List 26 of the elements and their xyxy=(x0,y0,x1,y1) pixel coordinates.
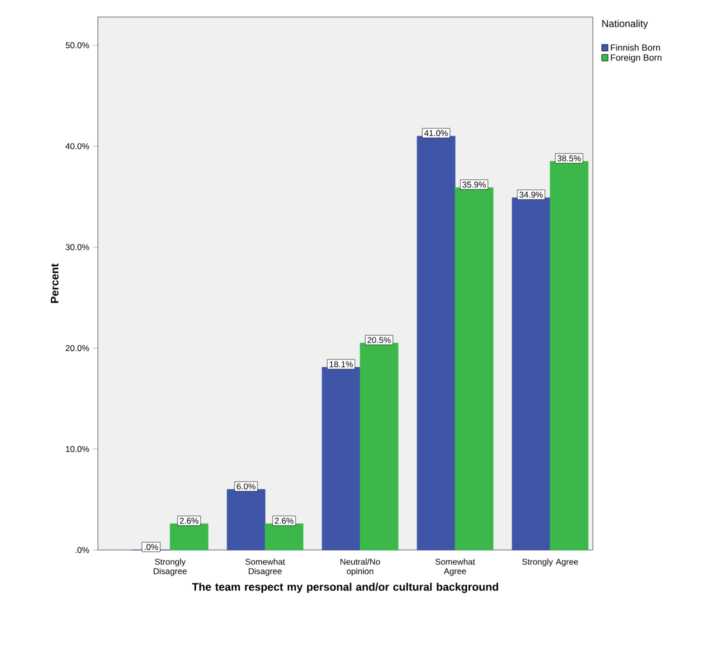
data-label: .0% xyxy=(144,544,158,550)
legend-title: Nationality xyxy=(602,20,648,30)
legend-label: Finnish Born xyxy=(610,44,660,51)
y-tick-label: 10.0% xyxy=(66,446,90,452)
y-axis-title: Percent xyxy=(50,264,58,303)
data-label: 38.5% xyxy=(557,155,581,162)
x-tick-label: Neutral/No opinion xyxy=(340,558,380,576)
y-tick-label: 20.0% xyxy=(66,345,90,352)
x-tick-label: Strongly Disagree xyxy=(154,558,187,576)
data-label: 34.9% xyxy=(519,192,543,198)
x-tick-label: Somewhat Disagree xyxy=(245,558,286,576)
x-tick-label: Strongly Agree xyxy=(522,558,578,566)
legend-label: Foreign Born xyxy=(610,54,662,63)
x-tick-label: Somewhat Agree xyxy=(435,558,476,576)
data-label: 41.0% xyxy=(424,130,448,136)
data-label: 6.0% xyxy=(236,483,256,490)
y-tick-label: 50.0% xyxy=(66,42,90,48)
data-label: 35.9% xyxy=(462,182,486,188)
data-label: 18.1% xyxy=(330,361,353,368)
data-label: 2.6% xyxy=(180,518,198,524)
y-tick-label: 30.0% xyxy=(66,244,90,250)
y-tick-label: .0% xyxy=(76,547,90,553)
data-label: 20.5% xyxy=(368,337,391,344)
data-label: 2.6% xyxy=(274,518,294,524)
y-tick-label: 40.0% xyxy=(66,143,90,150)
x-axis-title: The team respect my personal and/or cultural background xyxy=(192,582,498,593)
